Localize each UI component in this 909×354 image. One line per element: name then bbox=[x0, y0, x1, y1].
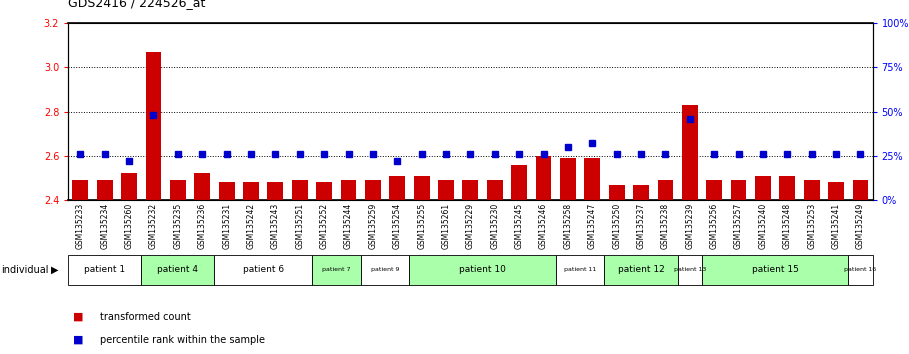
Bar bbox=[170, 180, 185, 200]
Bar bbox=[731, 180, 746, 200]
Text: patient 15: patient 15 bbox=[752, 266, 799, 274]
Text: individual: individual bbox=[1, 265, 48, 275]
Bar bbox=[121, 173, 137, 200]
Text: ■: ■ bbox=[73, 312, 84, 322]
Text: transformed count: transformed count bbox=[100, 312, 191, 322]
Bar bbox=[97, 180, 113, 200]
Bar bbox=[292, 180, 307, 200]
Bar bbox=[609, 184, 624, 200]
Text: percentile rank within the sample: percentile rank within the sample bbox=[100, 335, 265, 345]
Bar bbox=[341, 180, 356, 200]
Bar bbox=[682, 105, 698, 200]
Text: patient 16: patient 16 bbox=[844, 267, 876, 273]
Bar bbox=[755, 176, 771, 200]
Bar bbox=[535, 156, 552, 200]
Text: patient 10: patient 10 bbox=[459, 266, 506, 274]
Bar bbox=[365, 180, 381, 200]
Text: patient 4: patient 4 bbox=[157, 266, 198, 274]
Bar bbox=[145, 52, 162, 200]
Bar bbox=[853, 180, 868, 200]
Bar bbox=[584, 158, 600, 200]
Bar bbox=[706, 180, 722, 200]
Text: patient 1: patient 1 bbox=[85, 266, 125, 274]
Bar bbox=[267, 182, 284, 200]
Text: patient 9: patient 9 bbox=[371, 267, 399, 273]
Bar bbox=[511, 165, 527, 200]
Text: patient 7: patient 7 bbox=[322, 267, 351, 273]
Bar bbox=[195, 173, 210, 200]
Bar bbox=[828, 182, 844, 200]
Bar bbox=[634, 184, 649, 200]
Bar bbox=[414, 176, 430, 200]
Text: ■: ■ bbox=[73, 335, 84, 345]
Text: patient 12: patient 12 bbox=[618, 266, 664, 274]
Text: ▶: ▶ bbox=[51, 265, 58, 275]
Text: patient 13: patient 13 bbox=[674, 267, 706, 273]
Bar bbox=[463, 180, 478, 200]
Bar bbox=[560, 158, 575, 200]
Bar bbox=[657, 180, 674, 200]
Bar bbox=[389, 176, 405, 200]
Bar bbox=[316, 182, 332, 200]
Text: patient 6: patient 6 bbox=[243, 266, 284, 274]
Bar bbox=[487, 180, 503, 200]
Bar bbox=[219, 182, 235, 200]
Bar bbox=[243, 182, 259, 200]
Bar bbox=[779, 176, 795, 200]
Text: patient 11: patient 11 bbox=[564, 267, 596, 273]
Bar bbox=[73, 180, 88, 200]
Bar bbox=[438, 180, 454, 200]
Text: GDS2416 / 224526_at: GDS2416 / 224526_at bbox=[68, 0, 205, 9]
Bar bbox=[804, 180, 820, 200]
